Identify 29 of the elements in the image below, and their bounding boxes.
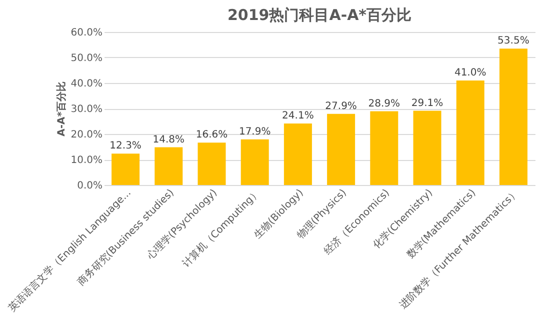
- bar: [370, 111, 398, 185]
- chart-title: 2019热门科目A-A*百分比: [227, 6, 412, 24]
- bar: [112, 154, 140, 185]
- bar: [413, 110, 442, 185]
- bar: [456, 80, 484, 185]
- data-label: 27.9%: [325, 100, 357, 112]
- y-tick-label: 0.0%: [77, 180, 102, 192]
- data-label: 41.0%: [454, 67, 486, 78]
- y-tick-label: 50.0%: [70, 53, 102, 64]
- bar: [499, 48, 528, 185]
- y-axis-title: A-A*百分比: [56, 82, 68, 136]
- data-label: 14.8%: [152, 134, 185, 146]
- bar: [240, 139, 269, 185]
- bar: [327, 114, 356, 185]
- data-label: 29.1%: [411, 98, 444, 109]
- y-tick-label: 60.0%: [70, 28, 102, 38]
- data-label: 16.6%: [196, 130, 228, 141]
- data-label: 28.9%: [368, 98, 400, 110]
- y-tick-label: 10.0%: [70, 155, 102, 166]
- y-tick-label: 30.0%: [70, 104, 102, 115]
- data-label: 12.3%: [110, 140, 142, 152]
- bar: [198, 142, 226, 185]
- bar: [154, 147, 183, 185]
- data-label: 53.5%: [498, 36, 530, 47]
- y-tick-label: 40.0%: [70, 78, 102, 90]
- bar: [284, 124, 312, 185]
- data-label: 24.1%: [282, 110, 314, 122]
- data-label: 17.9%: [238, 126, 271, 138]
- y-tick-label: 20.0%: [70, 130, 102, 140]
